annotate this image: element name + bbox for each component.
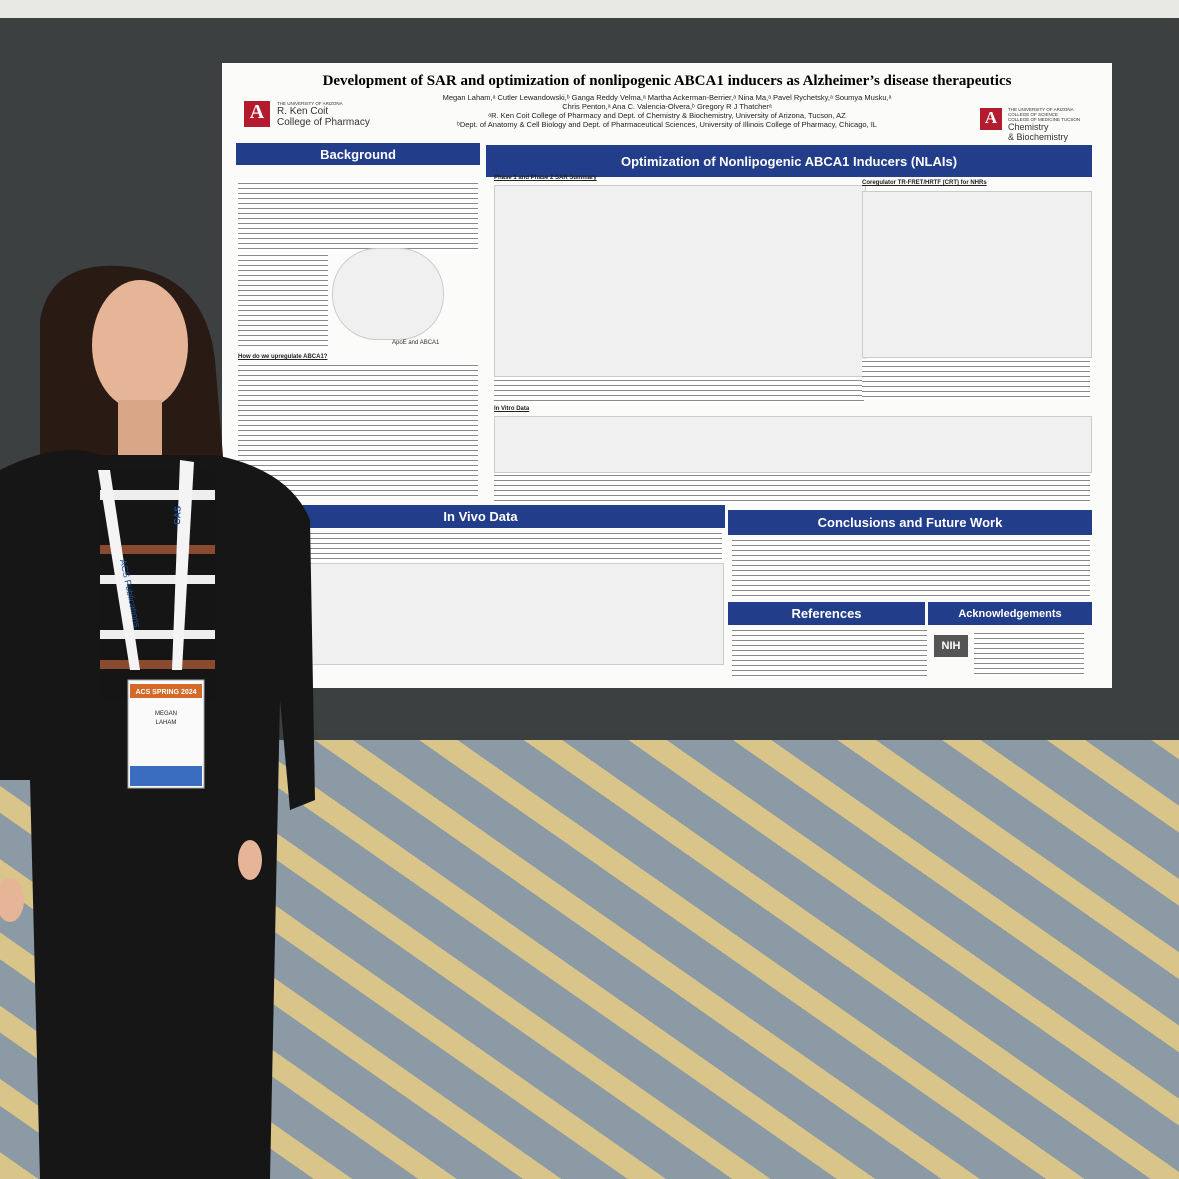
body-text [238,181,478,251]
figure [282,563,724,665]
logo-line: College of Pharmacy [277,117,370,128]
figure [494,416,1092,473]
poster-title: Development of SAR and optimization of n… [322,73,1012,89]
stripe [100,575,215,584]
person: ACS Publications CAS ACS SPRING 2024 MEG… [0,265,315,1179]
ceiling [0,0,1179,18]
logo-college: COLLEGE OF SCIENCE [1008,112,1059,117]
section-header: Acknowledgements [928,602,1092,625]
body-text [238,363,478,498]
figure [494,185,866,377]
caption [862,359,1090,399]
acknowledgements-text [974,631,1084,676]
logo-university: THE UNIVERSITY OF ARIZONA [1008,107,1074,112]
lanyard [98,460,194,670]
section-header: Optimization of Nonlipogenic ABCA1 Induc… [486,145,1092,177]
hand [0,878,24,922]
section-header: Conclusions and Future Work [728,510,1092,535]
logo-a: A [244,101,270,127]
left-logo: THE UNIVERSITY OF ARIZONA R. Ken Coit Co… [277,101,370,128]
affiliation: ᵇDept. of Anatomy & Cell Biology and Dep… [457,120,877,129]
subhead: Coregulator TR-FRET/HRTF (CRT) for NHRs [862,180,987,186]
subhead: Phase 1 and Phase 2 SAR Summary [494,175,597,181]
badge-event: ACS SPRING 2024 [135,689,196,696]
poster: Development of SAR and optimization of n… [222,63,1112,688]
logo-line: & Biochemistry [1008,132,1069,142]
references-text [732,628,927,678]
figure [332,248,444,340]
author-line: Chris Penton,ᵃ Ana C. Valencia-Olvera,ᵇ … [562,102,772,111]
badge-name: LAHAM [156,720,177,726]
logo-line: R. Ken Coit [277,106,329,117]
logo-a: A [980,108,1002,130]
body-text [238,253,328,349]
right-logo: THE UNIVERSITY OF ARIZONA COLLEGE OF SCI… [1008,107,1080,142]
stripe [100,660,215,669]
body-text [732,538,1090,598]
author-line: Megan Laham,ᵃ Cutler Lewandowski,ᵇ Ganga… [442,93,892,102]
stripe [100,630,215,639]
subhead: How do we upregulate ABCA1? [238,354,328,360]
logo-college: COLLEGE OF MEDICINE TUCSON [1008,117,1081,122]
section-header: References [728,602,925,625]
badge-banner [130,684,202,698]
affiliation: ᵃR. Ken Coit College of Pharmacy and Dep… [488,111,846,120]
caption [494,378,864,403]
section-header: In Vivo Data [236,505,725,528]
body-text [282,531,722,561]
stripe [100,545,215,554]
logo-university: THE UNIVERSITY OF ARIZONA [277,101,343,106]
authors: Megan Laham,ᵃ Cutler Lewandowski,ᵇ Ganga… [392,93,942,129]
hand [238,840,262,880]
lanyard-text: CAS [172,506,183,525]
figure-label: ApoE and ABCA1 [392,340,440,346]
neck [118,400,162,460]
caption [494,473,1090,503]
badge-ribbon [130,766,202,786]
cardigan [0,450,315,1179]
badge-name: MEGAN [155,711,177,717]
face [92,280,188,410]
subhead: In Vitro Data [494,406,530,412]
figure [862,191,1092,358]
section-header: Background [236,143,480,165]
nih-logo: NIH [934,635,968,657]
logo-line: Chemistry [1008,122,1049,132]
stripe [100,490,215,500]
